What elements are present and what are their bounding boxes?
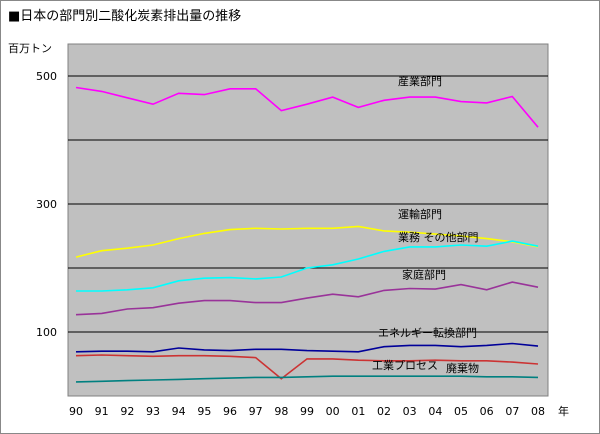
x-tick-label: 00 xyxy=(326,405,340,418)
plot-area xyxy=(67,43,549,397)
chart-title: ■日本の部門別二酸化炭素排出量の推移 xyxy=(8,9,241,24)
series-line-2 xyxy=(76,240,539,292)
x-tick-label: 05 xyxy=(454,405,468,418)
y-tick-label: 500 xyxy=(36,70,57,83)
x-tick-label: 92 xyxy=(120,405,134,418)
x-tick-label: 91 xyxy=(95,405,109,418)
series-lines xyxy=(75,86,539,383)
x-tick-label: 08 xyxy=(531,405,545,418)
series-line-3 xyxy=(75,281,539,316)
series-line-1 xyxy=(75,225,539,258)
x-tick-label: 03 xyxy=(403,405,417,418)
y-tick-labels: 100 300 500 xyxy=(36,70,57,339)
x-tick-label: 02 xyxy=(377,405,391,418)
series-label: 運輸部門 xyxy=(398,207,442,221)
series-line-0 xyxy=(75,86,539,128)
x-tick-label: 04 xyxy=(428,405,442,418)
y-axis-unit-label: 百万トン xyxy=(8,42,52,55)
x-tick-label: 97 xyxy=(249,405,263,418)
x-tick-label: 06 xyxy=(480,405,494,418)
x-tick-labels: 90 91 92 93 94 95 96 97 98 99 00 01 02 03 04 05 06 07 08 xyxy=(69,405,545,418)
series-label: エネルギー転換部門 xyxy=(378,326,477,340)
x-tick-label: 99 xyxy=(300,405,314,418)
x-tick-label: 01 xyxy=(351,405,365,418)
series-label: 廃棄物 xyxy=(446,361,479,375)
x-tick-label: 93 xyxy=(146,405,160,418)
series-label: 業務 その他部門 xyxy=(398,230,479,244)
x-tick-label: 94 xyxy=(172,405,186,418)
x-tick-label: 90 xyxy=(69,405,83,418)
series-line-4 xyxy=(75,342,539,353)
x-tick-label: 98 xyxy=(274,405,288,418)
x-axis-unit-label: 年 xyxy=(558,404,569,418)
series-label: 産業部門 xyxy=(398,74,442,88)
series-line-5 xyxy=(75,354,539,380)
series-line-6 xyxy=(75,375,539,383)
series-label: 家庭部門 xyxy=(402,267,446,281)
x-tick-label: 07 xyxy=(505,405,519,418)
grid-lines xyxy=(68,75,548,333)
x-tick-label: 96 xyxy=(223,405,237,418)
x-tick-label: 95 xyxy=(197,405,211,418)
y-tick-label: 100 xyxy=(36,326,57,339)
series-label: 工業プロセス xyxy=(372,359,438,372)
y-tick-label: 300 xyxy=(36,198,57,211)
